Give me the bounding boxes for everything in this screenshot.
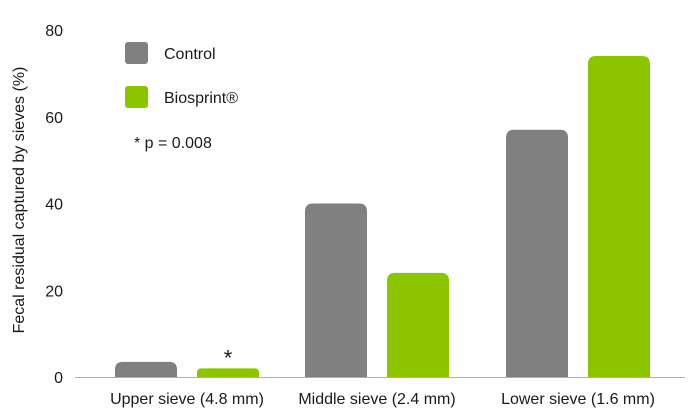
category-labels: Upper sieve (4.8 mm) Middle sieve (2.4 mm… xyxy=(110,391,655,408)
bar-control-1 xyxy=(305,203,367,377)
category-label: Middle sieve (2.4 mm) xyxy=(298,391,455,408)
y-axis-ticks: 0 20 40 60 80 xyxy=(45,23,63,387)
legend-label-biosprint: Biosprint® xyxy=(164,90,238,107)
legend-swatch-control xyxy=(125,42,148,64)
y-tick-label: 60 xyxy=(45,110,63,127)
y-tick-label: 40 xyxy=(45,197,63,214)
category-label: Lower sieve (1.6 mm) xyxy=(501,391,655,408)
significance-note: * p = 0.008 xyxy=(134,135,212,152)
legend-swatch-biosprint xyxy=(125,86,148,108)
bar-biosprint-0 xyxy=(197,368,259,377)
legend-label-control: Control xyxy=(164,46,216,63)
y-tick-label: 0 xyxy=(54,370,63,387)
y-axis-title: Fecal residual captured by sieves (%) xyxy=(11,67,28,334)
legend: Control Biosprint® xyxy=(125,42,238,108)
category-label: Upper sieve (4.8 mm) xyxy=(110,391,264,408)
bar-control-2 xyxy=(506,129,568,377)
bars xyxy=(115,56,650,378)
bar-control-0 xyxy=(115,361,177,377)
bar-biosprint-2 xyxy=(588,56,650,378)
bar-biosprint-1 xyxy=(387,272,449,377)
significance-marker: * xyxy=(224,345,233,370)
y-tick-label: 20 xyxy=(45,283,63,300)
y-tick-label: 80 xyxy=(45,23,63,40)
